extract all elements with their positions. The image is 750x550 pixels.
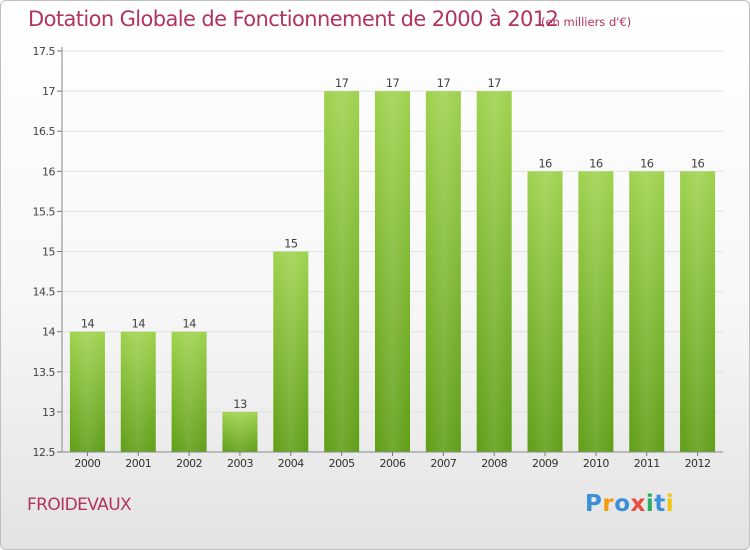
data-label: 17	[487, 76, 501, 90]
x-tick-label: 2009	[532, 457, 558, 470]
x-tick-label: 2000	[74, 457, 100, 470]
y-tick-label: 14	[42, 326, 55, 339]
data-label: 16	[691, 156, 705, 170]
bar-highlight	[171, 331, 207, 452]
data-label: 16	[538, 156, 552, 170]
axes-group: 12.5 13 13.5 14 14.5 15 15.5 16 16.5 17 17.5 2000 20…	[33, 45, 723, 470]
data-label: 14	[182, 317, 196, 331]
logo-letter: i	[645, 491, 655, 517]
logo-letter: i	[665, 491, 675, 517]
x-tick-label: 2006	[380, 457, 406, 470]
y-tick-label: 16	[42, 165, 55, 178]
x-tick-label: 2003	[227, 457, 253, 470]
y-tick-label: 17.5	[33, 45, 56, 58]
data-label: 15	[284, 237, 298, 251]
bar-highlight	[120, 331, 156, 452]
bar-highlight	[578, 171, 614, 453]
bar-highlight	[527, 171, 563, 453]
logo-letter: o	[614, 491, 631, 517]
data-label: 16	[640, 156, 654, 170]
bars-group: 14 14 14 13 15 17 17 17 17 16 16 16 16	[69, 76, 716, 453]
bar-highlight	[375, 91, 410, 452]
x-tick-label: 2004	[278, 457, 304, 470]
data-label: 17	[335, 76, 349, 90]
x-tick-label: 2010	[583, 457, 609, 470]
logo-letter: P	[585, 491, 603, 517]
x-tick-label: 2008	[481, 457, 507, 470]
logo-letter: r	[602, 491, 615, 517]
data-label: 13	[233, 397, 247, 411]
data-label: 17	[437, 76, 451, 90]
bar-highlight	[324, 91, 360, 452]
bar-highlight	[69, 331, 105, 452]
x-tick-label: 2002	[176, 457, 202, 470]
data-label: 17	[386, 76, 400, 90]
y-tick-label: 12.5	[33, 446, 56, 459]
data-label: 14	[81, 317, 95, 331]
bar-highlight	[273, 251, 309, 452]
x-tick-label: 2005	[329, 457, 355, 470]
logo-letter: x	[630, 491, 646, 517]
bar-highlight	[222, 411, 258, 452]
y-tick-label: 15	[42, 246, 55, 259]
proxiti-logo: Proxiti	[585, 491, 674, 517]
chart-subtitle: (en milliers d'€)	[541, 15, 632, 29]
commune-name: FROIDEVAUX	[27, 495, 132, 515]
data-label: 16	[589, 156, 603, 170]
bar-highlight	[680, 171, 716, 453]
logo-letter: t	[654, 491, 666, 517]
bar-highlight	[476, 91, 512, 452]
x-tick-label: 2001	[125, 457, 151, 470]
data-label: 14	[132, 317, 146, 331]
x-tick-label: 2007	[430, 457, 456, 470]
x-tick-label: 2011	[634, 457, 660, 470]
chart-title: Dotation Globale de Fonctionnement de 20…	[28, 7, 559, 31]
y-tick-label: 13.5	[33, 366, 56, 379]
x-tick-label: 2012	[685, 457, 711, 470]
y-tick-label: 13	[42, 406, 55, 419]
bar-highlight	[425, 91, 461, 452]
y-tick-label: 17	[42, 85, 55, 98]
y-tick-label: 14.5	[33, 286, 56, 299]
bar-highlight	[629, 171, 665, 453]
y-tick-label: 16.5	[33, 125, 56, 138]
y-tick-label: 15.5	[33, 205, 56, 218]
